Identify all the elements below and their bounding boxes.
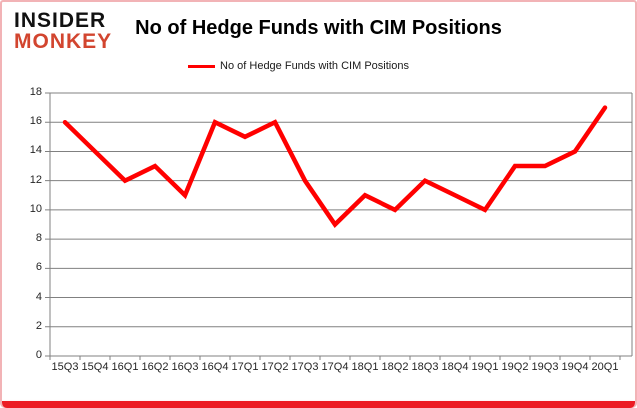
x-axis-label: 18Q2	[381, 361, 409, 373]
x-axis-label: 17Q2	[261, 361, 289, 373]
x-axis-label: 17Q3	[291, 361, 319, 373]
logo-line-monkey: MONKEY	[14, 29, 113, 53]
line-chart	[45, 92, 633, 360]
bottom-red-bar	[2, 401, 635, 408]
y-axis-label: 8	[35, 232, 42, 245]
x-axis-label: 19Q1	[471, 361, 499, 373]
x-axis-label: 16Q2	[141, 361, 169, 373]
y-axis-label: 18	[29, 86, 42, 98]
x-axis-label: 16Q1	[111, 361, 139, 373]
x-axis-label: 15Q3	[51, 361, 79, 373]
y-axis-label: 6	[35, 261, 42, 274]
y-axis-label: 0	[35, 349, 42, 361]
x-axis-label: 16Q3	[171, 361, 199, 373]
x-axis-label: 20Q1	[591, 361, 619, 373]
x-axis-label: 15Q4	[81, 361, 109, 373]
y-axis-label: 16	[29, 115, 42, 128]
legend: No of Hedge Funds with CIM Positions	[2, 60, 615, 72]
x-axis-label: 18Q3	[411, 361, 439, 373]
logo-line-insider: INSIDER	[14, 9, 107, 32]
x-axis-label: 18Q1	[351, 361, 379, 373]
legend-label: No of Hedge Funds with CIM Positions	[220, 60, 409, 72]
y-axis-label: 2	[35, 319, 42, 332]
y-axis-label: 14	[29, 144, 42, 157]
x-axis-label: 19Q3	[531, 361, 559, 373]
chart-title: No of Hedge Funds with CIM Positions	[135, 17, 502, 39]
x-axis-label: 17Q4	[321, 361, 349, 373]
x-axis-label: 19Q4	[561, 361, 589, 373]
y-axis-label: 10	[29, 202, 42, 215]
x-axis-label: 19Q2	[501, 361, 529, 373]
legend-line-swatch	[188, 64, 216, 68]
x-axis-label: 16Q4	[201, 361, 229, 373]
y-axis-label: 12	[29, 173, 42, 186]
y-axis-label: 4	[35, 290, 42, 303]
x-axis-label: 18Q4	[441, 361, 469, 373]
insider-monkey-logo: INSIDER MONKEY	[14, 9, 113, 53]
x-axis-label: 17Q1	[231, 361, 259, 373]
